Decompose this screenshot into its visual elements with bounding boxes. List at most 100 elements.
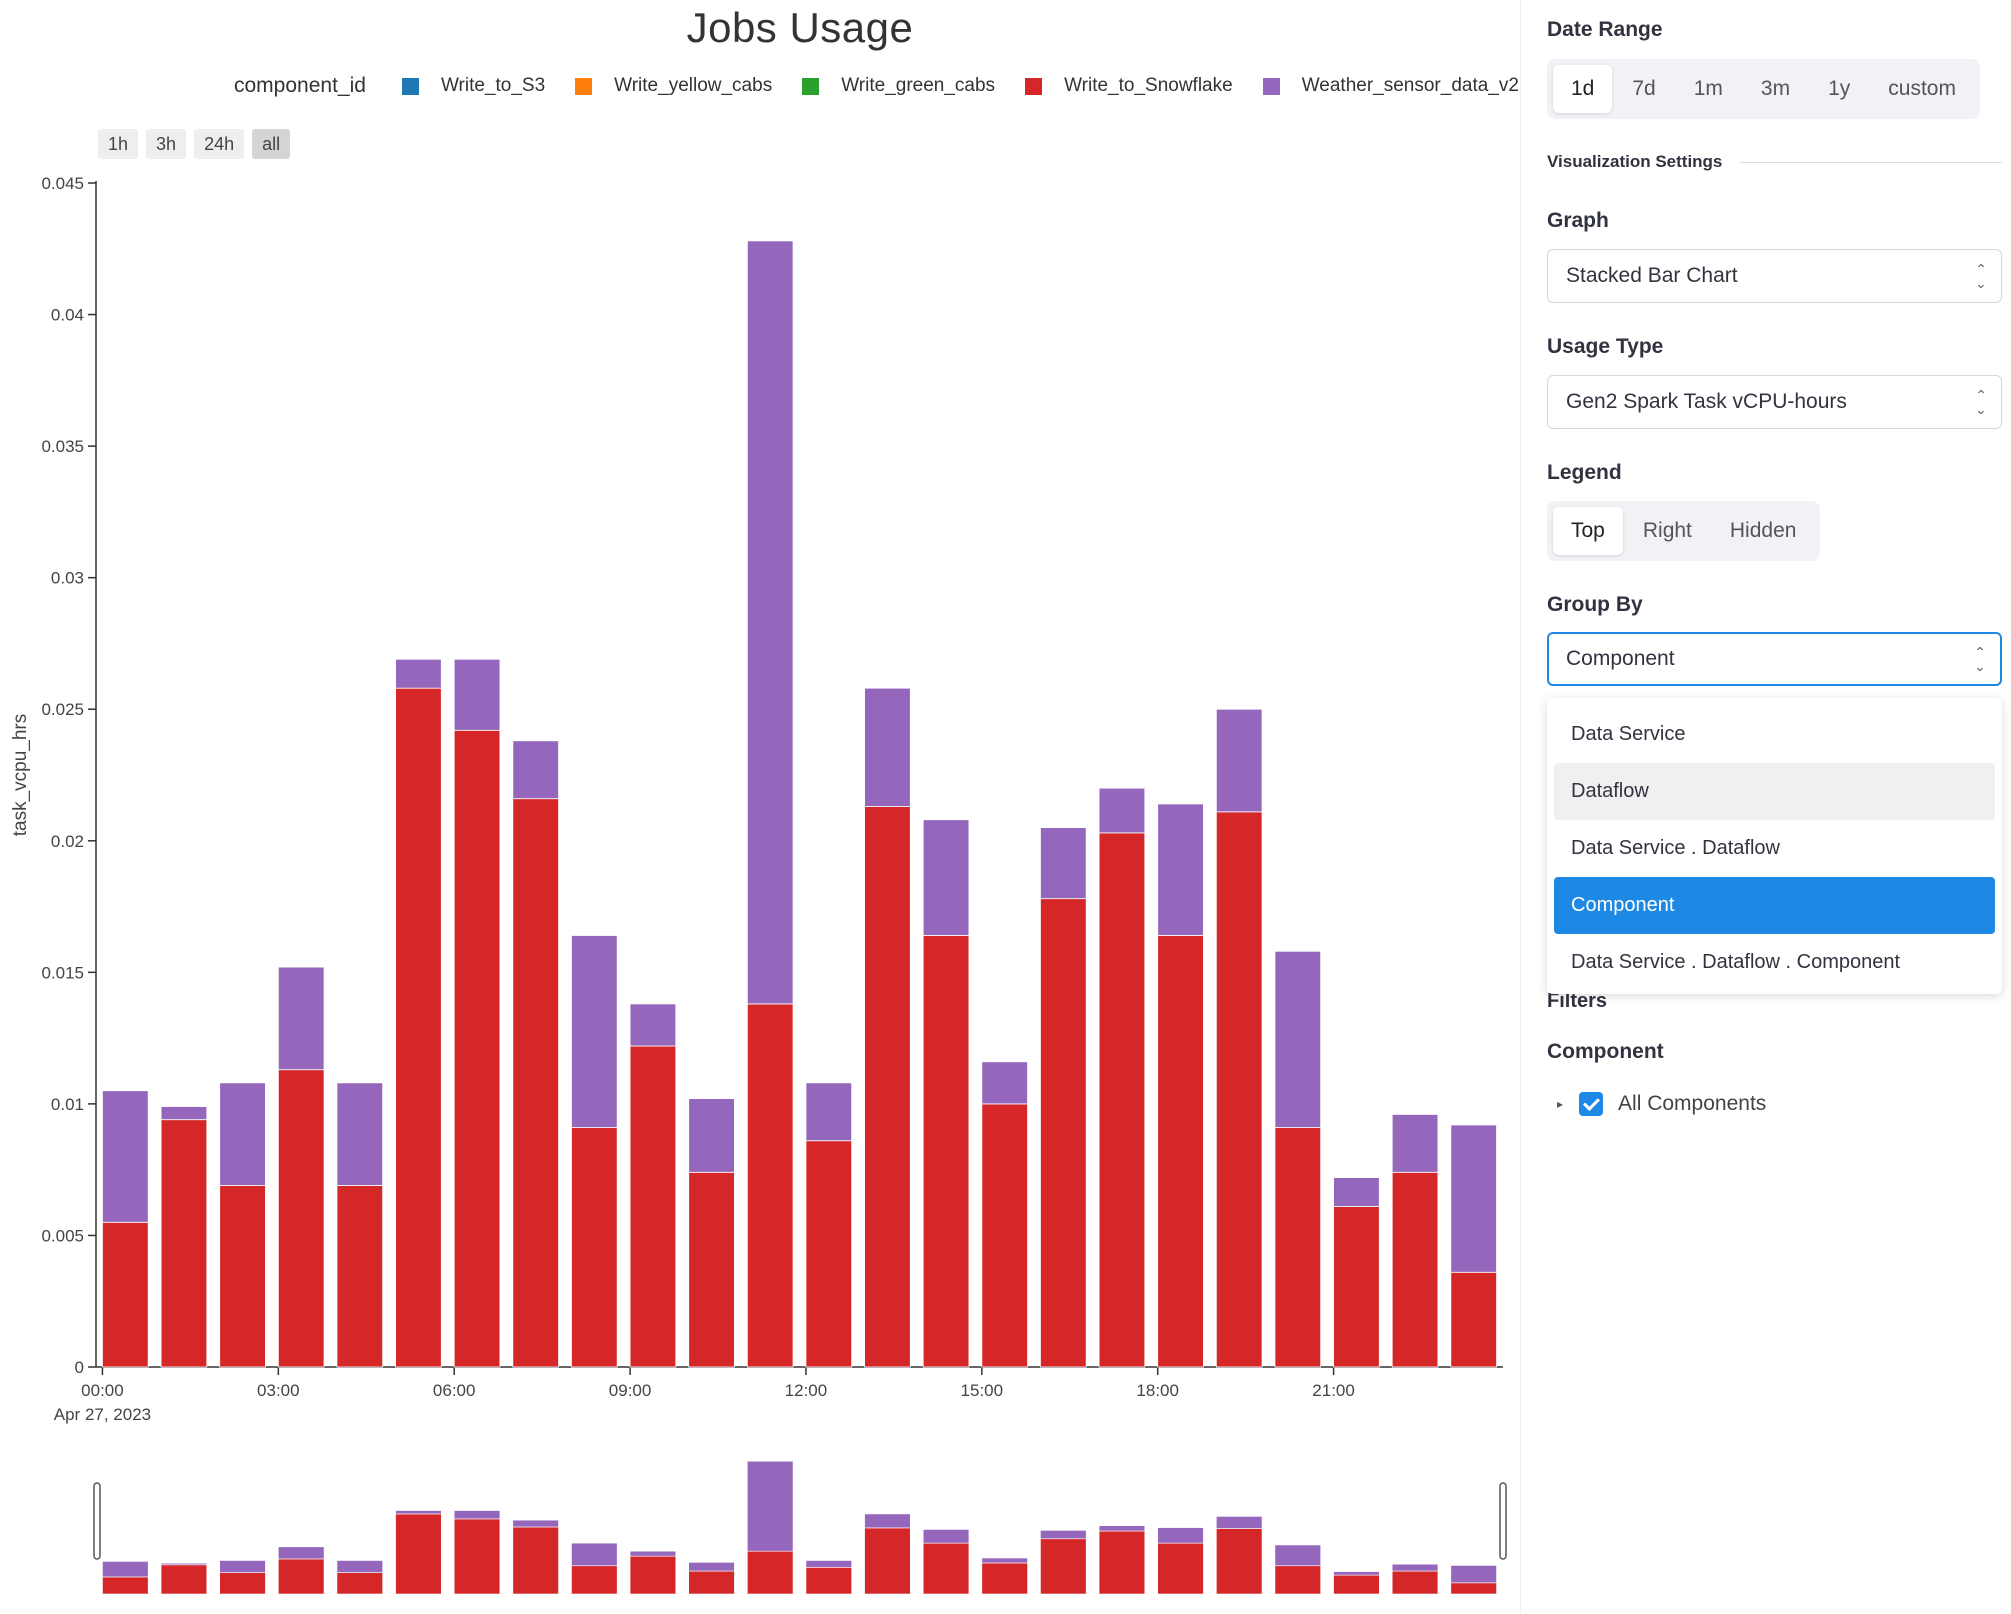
bar-segment [1274,1127,1322,1368]
legend-swatch [1025,77,1043,95]
visualization-settings-label: Visualization Settings [1547,152,1723,171]
legend-option-hidden[interactable]: Hidden [1729,519,1797,542]
bar-segment [1450,1271,1497,1368]
usage-type-select-value: Gen2 Spark Task vCPU-hours [1566,390,1847,413]
legend-label: Write_green_cabs [841,75,996,96]
legend-option-right[interactable]: Right [1642,519,1692,542]
all-components-checkbox[interactable] [1579,1092,1604,1116]
date-range-option-3m[interactable]: 3m [1760,77,1791,100]
minimap-bar-segment [981,1557,1028,1564]
bar-segment [336,1082,384,1186]
legend-item[interactable]: Write_to_S3 [401,75,545,97]
date-range-label: Date Range [1547,18,1663,41]
range-button-24h[interactable]: 24h [194,129,245,159]
minimap-bar-segment [102,1576,149,1595]
minimap-bar-segment [453,1510,501,1520]
bar-segment [805,1082,853,1142]
legend-item[interactable]: Write_green_cabs [802,75,995,97]
range-button-3h[interactable]: 3h [146,129,187,159]
bar-segment [1391,1114,1439,1173]
bar-segment [1040,827,1087,900]
minimap-bar-segment [864,1527,911,1595]
bar-segment [629,1045,677,1368]
legend-label: Weather_sensor_data_v2 [1301,75,1519,96]
y-tick-label: 0.045 [41,174,84,193]
stacked-bar-chart: 0 0.005 0.01 0.015 0.02 0.025 0.03 0.035 0.04 0.0… [10,174,1507,1595]
legend-option-top[interactable]: Top [1553,507,1623,555]
x-tick-label: 09:00 [609,1381,652,1400]
group-by-option[interactable]: Data Service . Dataflow . Component [1571,951,1901,973]
bar-segment [453,729,501,1368]
minimap-bar-segment [512,1519,559,1528]
minimap-bar-segment [1274,1544,1321,1567]
bar-segment [453,658,501,731]
group-by-dropdown-menu: Data Service Dataflow Data Service . Dataf… [1547,698,2002,994]
x-tick-label: 15:00 [961,1381,1004,1400]
bar-segment [746,1003,794,1368]
legend-swatch [401,77,419,95]
bar-segment [512,740,559,800]
bar-segment [1157,803,1204,936]
legend-item[interactable]: Write_yellow_cabs [575,75,772,97]
minimap-bar-segment [629,1550,677,1557]
minimap-bar-segment [981,1562,1028,1595]
bar-segment [571,935,618,1128]
group-by-select[interactable]: Component ⌃ ⌃ [1547,632,2002,686]
caret-right-icon[interactable]: ▸ [1557,1097,1564,1111]
date-range-option-custom[interactable]: custom [1888,77,1956,100]
legend-item[interactable]: Weather_sensor_data_v2 [1262,75,1519,97]
minimap-bar-segment [864,1513,911,1529]
bar-segment [1333,1177,1380,1207]
bar-segment [336,1185,384,1368]
usage-type-select[interactable]: Gen2 Spark Task vCPU-hours ⌃ ⌃ [1547,375,2002,429]
chevron-updown-icon: ⌃ ⌃ [1974,644,1986,674]
minimap-bar-segment [102,1561,149,1578]
bar-segment [922,935,970,1368]
range-button-1h[interactable]: 1h [98,129,139,159]
x-tick-label: 18:00 [1136,1381,1179,1400]
range-slider-handle-right[interactable] [1499,1482,1507,1560]
minimap-bar-segment [747,1550,794,1595]
minimap-bar-segment [336,1572,383,1595]
group-by-option[interactable]: Component [1554,877,1995,934]
bar-segment [395,658,442,689]
legend-title: component_id [234,74,366,97]
legend-item[interactable]: Write_to_Snowflake [1025,75,1233,97]
bar-segment [395,687,442,1368]
graph-select[interactable]: Stacked Bar Chart ⌃ ⌃ [1547,249,2002,303]
range-slider-handle-left[interactable] [93,1482,101,1560]
group-by-option[interactable]: Dataflow [1554,763,1995,820]
bar-segment [629,1003,677,1047]
bar-segment [277,1069,325,1368]
group-by-option[interactable]: Data Service . Dataflow [1571,837,1780,859]
minimap-bar-segment [395,1513,442,1595]
chevron-updown-icon: ⌃ ⌃ [1975,387,1987,417]
minimap-bar-segment [1040,1530,1087,1540]
date-range-option-7d[interactable]: 7d [1632,77,1656,100]
y-tick-label: 0.02 [51,832,84,851]
group-by-option[interactable]: Data Service [1571,723,1686,745]
minimap-bar-segment [219,1560,266,1573]
minimap-bar-segment [1333,1574,1380,1595]
date-range-option-1m[interactable]: 1m [1693,77,1723,100]
minimap-bar-segment [747,1460,794,1552]
minimap-bar-segment [453,1518,501,1595]
legend-label: Write_to_Snowflake [1064,75,1233,96]
minimap-bar-segment [629,1555,677,1595]
usage-type-label: Usage Type [1547,335,1664,358]
x-tick-label: 12:00 [785,1381,828,1400]
bar-segment [1098,832,1146,1368]
minimap-bar-segment [1450,1582,1497,1595]
range-button-all[interactable]: all [252,129,291,159]
legend-label: Write_yellow_cabs [614,75,773,96]
legend-swatch [575,77,593,95]
date-range-option-1y[interactable]: 1y [1828,77,1851,100]
bar-segment [864,806,911,1368]
minimap-bar-segment [805,1567,852,1595]
minimap-bar-segment [1216,1516,1263,1529]
bar-segment [981,1103,1028,1368]
bar-segment [102,1221,149,1368]
x-tick-label: 06:00 [433,1381,476,1400]
date-range-option-1d[interactable]: 1d [1553,65,1613,113]
group-by-label: Group By [1547,593,1643,616]
